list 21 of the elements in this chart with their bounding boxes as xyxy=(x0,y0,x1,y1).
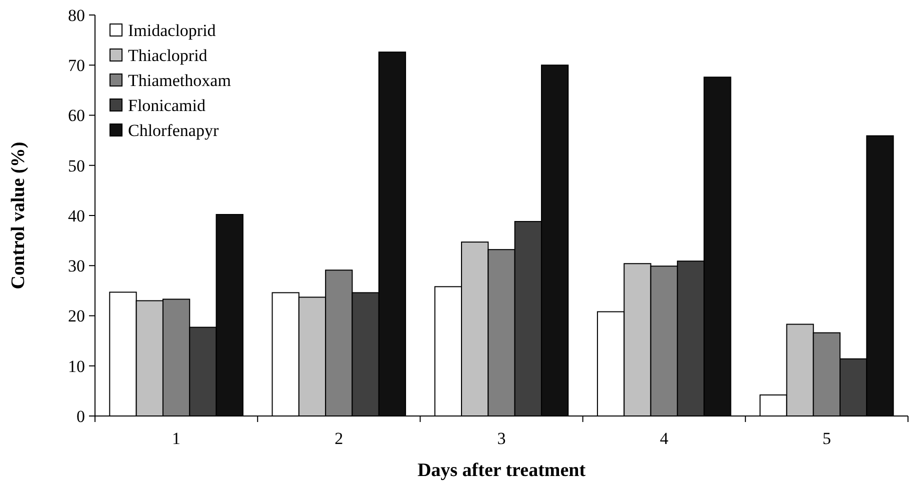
y-tick-label: 0 xyxy=(76,406,85,426)
y-tick-label: 20 xyxy=(68,306,85,326)
legend-label: Imidacloprid xyxy=(128,20,216,40)
y-tick-label: 60 xyxy=(68,106,85,126)
legend-label: Chlorfenapyr xyxy=(128,120,219,140)
y-tick-label: 40 xyxy=(68,206,85,226)
y-axis-title: Control value (%) xyxy=(8,142,29,290)
legend-label: Flonicamid xyxy=(128,96,206,115)
y-tick-label: 50 xyxy=(68,156,85,176)
x-axis-title: Days after treatment xyxy=(417,460,586,481)
x-tick-label: 4 xyxy=(660,429,669,448)
y-tick-label: 70 xyxy=(68,56,85,76)
legend-label: Thiamethoxam xyxy=(128,70,231,90)
x-tick-label: 2 xyxy=(334,429,344,448)
x-tick-label: 5 xyxy=(822,429,831,448)
y-tick-label: 80 xyxy=(68,6,85,25)
x-tick-label: 3 xyxy=(497,429,506,448)
x-tick-label: 1 xyxy=(172,429,181,448)
legend-label: Thiacloprid xyxy=(128,46,208,65)
y-tick-label: 10 xyxy=(68,356,85,376)
y-tick-label: 30 xyxy=(68,256,85,276)
